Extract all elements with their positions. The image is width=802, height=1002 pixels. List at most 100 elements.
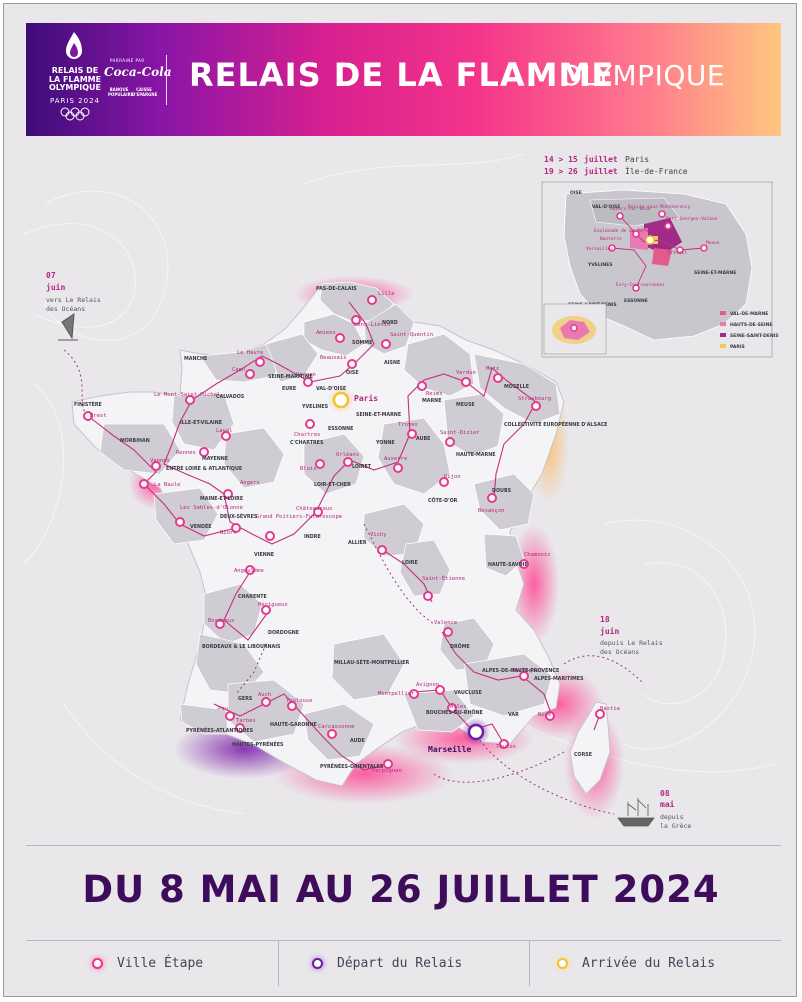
- note-text-line: la Grèce: [660, 822, 691, 830]
- departure-marker-icon: [312, 958, 323, 969]
- city-labels: Lille Lens-Liévin Amiens Saint-Quentin B…: [90, 291, 620, 774]
- sea-routes: [63, 349, 645, 815]
- inset-date-place-2: Île-de-France: [625, 165, 688, 176]
- legend-item-departure: Départ du Relais: [312, 941, 462, 986]
- city-label: Dijon: [444, 474, 461, 480]
- note-date-month: juin: [600, 626, 619, 636]
- sponsor-logo: Coca-Cola: [104, 65, 172, 79]
- page-title-light: OLYMPIQUE: [560, 59, 726, 92]
- city-label: Saint-Étienne: [422, 574, 465, 582]
- city-label: Beauvais: [320, 355, 347, 361]
- city-label: Bastia: [600, 706, 620, 712]
- city-label: Vichy: [370, 532, 387, 538]
- poster: RELAIS DE LA FLAMME OLYMPIQUE PARIS 2024…: [3, 3, 797, 997]
- department-label: DEUX-SÈVRES: [220, 512, 258, 520]
- logo-line-1: RELAIS DE: [51, 66, 99, 75]
- inset-dept-label: OISE: [570, 190, 582, 196]
- arrival-marker-icon: [557, 958, 568, 969]
- city-label: Angoulême: [234, 567, 264, 574]
- department-label: GERS: [238, 696, 253, 702]
- department-label: ALPES-MARITIMES: [534, 676, 584, 682]
- department-label: BORDEAUX & LE LIBOURNAIS: [202, 644, 281, 650]
- city-label: Auxerre: [384, 456, 407, 462]
- city-label: Lille: [378, 291, 395, 297]
- inset-date-range-1: 14 > 15: [544, 155, 578, 164]
- city-label: Caen: [232, 367, 245, 373]
- city-label: Valence: [434, 620, 457, 626]
- city-label: Arles: [450, 704, 467, 710]
- note-date-month: mai: [660, 799, 675, 809]
- city-label: Le Havre: [237, 350, 264, 356]
- department-label: DRÔME: [450, 643, 470, 650]
- departure-marker-marseille: [467, 723, 485, 741]
- logo-line-3: OLYMPIQUE: [48, 83, 101, 92]
- department-label: COLLECTIVITÉ EUROPÉENNE D'ALSACE: [504, 420, 607, 428]
- city-label: Saint-Dizier: [440, 430, 480, 436]
- inset-date-month-1: juillet: [584, 154, 618, 164]
- flame-logo-icon: [66, 32, 82, 59]
- department-label: ENTRE LOIRE & ATLANTIQUE: [166, 466, 242, 472]
- note-text-line: vers Le Relais: [46, 296, 101, 304]
- city-label: Perpignan: [372, 768, 402, 774]
- inset-date-range-2: 19 > 26: [544, 167, 578, 176]
- city-label: Pau: [218, 706, 228, 712]
- city-label: Amiens: [316, 330, 336, 336]
- inset-frame: [541, 181, 773, 358]
- logo-line-2: LA FLAMME: [48, 74, 102, 84]
- city-label: Chartres: [294, 432, 321, 438]
- legend-item-city: Ville Étape: [92, 941, 203, 986]
- inset-legend-label: SEINE-SAINT-DENIS: [730, 333, 779, 339]
- city-marker-icon: [92, 958, 103, 969]
- city-label: Carcassonne: [318, 724, 354, 730]
- inset-city-label: Auvers-sur-Oise: [610, 206, 651, 212]
- inset-city-label: Nanterre: [600, 236, 622, 242]
- city-label: Grand Poitiers-Futuroscope: [256, 514, 342, 520]
- department-label: BOUCHES-DU-RHÔNE: [426, 709, 483, 716]
- arrival-city-label: Paris: [354, 393, 378, 403]
- department-label: SEINE-ET-MARNE: [356, 412, 401, 418]
- france-route-map: Paris Marseille Lille Lens-Liévin Amiens…: [23, 153, 779, 830]
- city-label: Bordeaux: [208, 618, 235, 624]
- page-title-bold: RELAIS DE LA FLAMME: [189, 56, 615, 94]
- department-label: PYRÉNÉES-ATLANTIQUES: [186, 726, 254, 734]
- department-label: DORDOGNE: [268, 630, 299, 636]
- inset-city-label: Créteil: [668, 249, 687, 256]
- city-label: Laval: [216, 428, 233, 434]
- department-label: NORD: [382, 320, 398, 326]
- department-label: MAINE-ET-LOIRE: [200, 496, 243, 502]
- department-labels: PAS-DE-CALAIS NORD SOMME AISNE OISE MANC…: [74, 286, 607, 770]
- department-label: MORBIHAN: [120, 438, 150, 444]
- city-label: Besançon: [478, 508, 505, 514]
- note-text-line: des Océans: [600, 648, 639, 656]
- arrival-marker-paris: [332, 391, 350, 409]
- note-date-number: 18: [600, 615, 610, 624]
- city-label: Blois: [300, 466, 317, 472]
- department-label: MANCHE: [184, 356, 207, 362]
- city-label: Nice: [538, 712, 551, 718]
- note-date-number: 08: [660, 789, 670, 798]
- inset-city-label: Evry-Courcouronnes: [616, 282, 665, 288]
- note-text-line: depuis Le Relais: [600, 639, 663, 647]
- sponsor-bank-1: BANQUE POPULAIRE: [108, 87, 134, 97]
- inset-legend-label: PARIS: [730, 344, 745, 350]
- city-label: Montpellier: [378, 691, 415, 697]
- department-label: MEUSE: [456, 402, 475, 408]
- department-label: PYRÉNÉES-ORIENTALES: [320, 762, 384, 770]
- inset-city-label: Esplanade de La Défense: [594, 227, 657, 234]
- ile-de-france-inset: 14 > 15 juillet Paris 19 > 26 juillet Îl…: [541, 154, 779, 358]
- department-label: FINISTÈRE: [74, 400, 102, 408]
- city-markers: [83, 295, 605, 769]
- legend-separator: [529, 941, 530, 986]
- department-label: LOIR-ET-CHER: [314, 482, 351, 488]
- department-label: C'CHARTRES: [290, 440, 324, 446]
- inset-legend-label: HAUTS-DE-SEINE: [730, 322, 772, 328]
- department-label: MOSELLE: [504, 384, 529, 390]
- city-label: Périgueux: [258, 601, 288, 608]
- corsica-island: [569, 701, 611, 795]
- department-label: AISNE: [384, 360, 400, 366]
- torch-routes: [87, 301, 601, 771]
- inset-date-place-1: Paris: [625, 155, 649, 164]
- department-label: ILLE-ET-VILAINE: [180, 420, 222, 426]
- department-label: HAUTE-SAVOIE: [488, 562, 528, 568]
- city-label: La Baule: [154, 482, 181, 488]
